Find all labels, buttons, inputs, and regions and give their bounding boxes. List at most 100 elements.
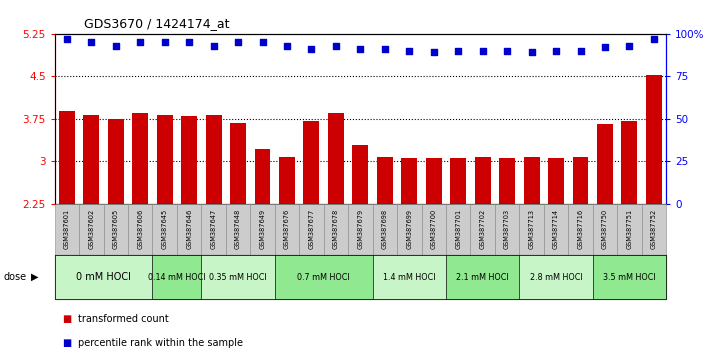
Point [257,39,269,45]
Text: 0 mM HOCl: 0 mM HOCl [76,272,131,282]
Bar [299,204,324,255]
Point [110,43,122,48]
Point [379,46,391,52]
Text: 3.5 mM HOCl: 3.5 mM HOCl [603,273,656,281]
Point [574,48,586,53]
Text: GSM387698: GSM387698 [381,209,388,249]
Text: GSM387702: GSM387702 [480,209,486,249]
Bar [132,114,149,204]
Bar [377,156,393,204]
Bar [646,75,662,204]
Text: GSM387677: GSM387677 [309,209,314,249]
Text: 1.4 mM HOCl: 1.4 mM HOCl [383,273,435,281]
Bar [152,255,202,299]
Bar [279,156,295,204]
Text: GSM387703: GSM387703 [504,209,510,249]
Bar [450,158,466,204]
Point [159,39,170,45]
Text: GSM387752: GSM387752 [651,209,657,249]
Bar [202,255,274,299]
Bar [544,204,569,255]
Bar [202,204,226,255]
Bar [177,204,202,255]
Text: GSM387700: GSM387700 [431,209,437,249]
Bar [152,204,177,255]
Bar [373,204,397,255]
Bar [304,121,320,204]
Text: GSM387602: GSM387602 [88,209,95,249]
Text: 0.35 mM HOCl: 0.35 mM HOCl [209,273,267,281]
Text: 0.14 mM HOCl: 0.14 mM HOCl [149,273,205,281]
Text: GSM387647: GSM387647 [210,209,217,249]
Point [648,36,660,41]
Bar [103,204,128,255]
Text: GDS3670 / 1424174_at: GDS3670 / 1424174_at [84,17,229,30]
Bar [274,204,299,255]
Text: GSM387678: GSM387678 [333,209,339,249]
Bar [446,255,519,299]
Text: GSM387646: GSM387646 [186,209,192,249]
Text: GSM387713: GSM387713 [529,209,534,249]
Bar [128,204,152,255]
Point [477,48,488,53]
Bar [397,204,422,255]
Text: GSM387714: GSM387714 [553,209,559,249]
Bar [572,157,588,204]
Bar [181,116,197,204]
Point [624,43,636,48]
Bar [499,158,515,204]
Text: GSM387716: GSM387716 [577,209,584,249]
Text: dose: dose [4,272,27,282]
Text: GSM387679: GSM387679 [357,209,363,249]
Bar [328,113,344,204]
Point [330,43,341,48]
Point [428,50,440,55]
Text: GSM387606: GSM387606 [137,209,143,249]
Bar [422,204,446,255]
Bar [83,115,99,204]
Bar [597,124,613,204]
Point [306,46,317,52]
Bar [446,204,470,255]
Bar [641,204,666,255]
Text: ▶: ▶ [31,272,38,282]
Point [135,39,146,45]
Point [281,43,293,48]
Bar [230,122,246,204]
Bar [59,111,75,204]
Point [550,48,562,53]
Bar [79,204,103,255]
Point [183,39,195,45]
Point [599,44,611,50]
Point [452,48,464,53]
Bar [569,204,593,255]
Text: GSM387648: GSM387648 [235,209,241,249]
Text: GSM387676: GSM387676 [284,209,290,249]
Bar [523,156,539,204]
Text: GSM387649: GSM387649 [259,209,266,249]
Bar [593,204,617,255]
Point [61,36,73,41]
Point [85,39,97,45]
Bar [373,255,446,299]
Text: GSM387699: GSM387699 [406,209,412,249]
Bar [108,119,124,204]
Bar [55,255,152,299]
Point [502,48,513,53]
Bar [205,115,221,204]
Text: ■: ■ [62,314,71,324]
Text: transformed count: transformed count [78,314,169,324]
Text: ■: ■ [62,338,71,348]
Text: 0.7 mM HOCl: 0.7 mM HOCl [297,273,350,281]
Text: GSM387751: GSM387751 [626,209,633,249]
Bar [426,158,442,204]
Point [355,46,366,52]
Text: GSM387750: GSM387750 [602,209,608,249]
Point [403,48,415,53]
Bar [495,204,519,255]
Bar [324,204,348,255]
Point [232,39,244,45]
Bar [470,204,495,255]
Bar [593,255,666,299]
Text: GSM387601: GSM387601 [64,209,70,249]
